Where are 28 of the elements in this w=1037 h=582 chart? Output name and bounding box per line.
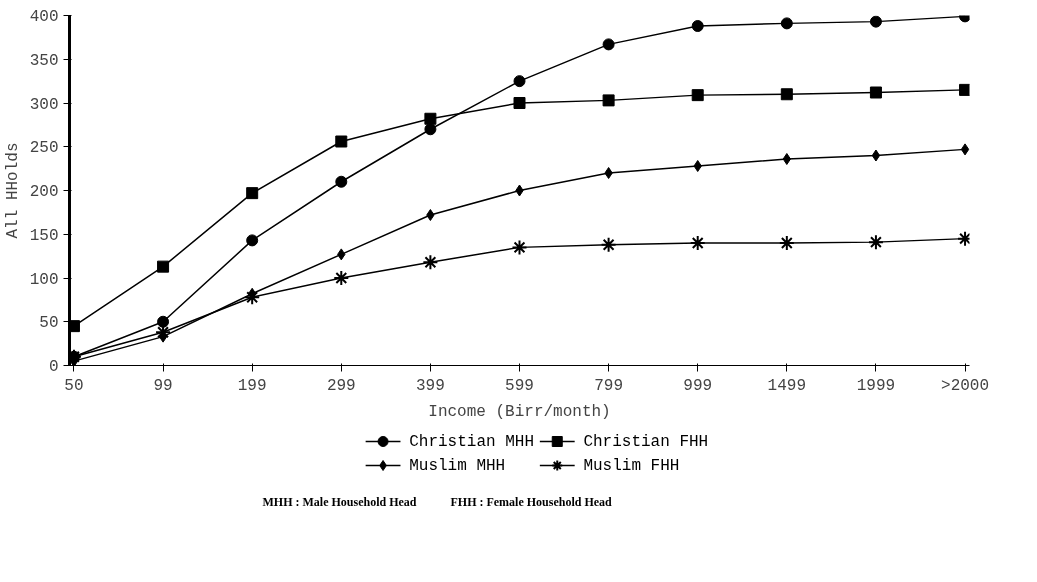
y-tick-label: 350 xyxy=(29,51,59,70)
y-tick-label: 400 xyxy=(29,8,59,26)
y-axis-title: All HHolds xyxy=(3,142,22,239)
y-tick-label: 200 xyxy=(29,183,59,201)
legend-label: Muslim MHH xyxy=(409,456,506,475)
x-tick-label: 1999 xyxy=(856,376,896,395)
x-axis-title: Income (Birr/month) xyxy=(428,402,611,421)
y-tick-label: 150 xyxy=(29,226,59,245)
text: MHH : Male Household Head xyxy=(262,494,417,509)
text: FHH : Female Household Head xyxy=(450,494,613,509)
x-tick-label: 199 xyxy=(237,376,267,395)
x-tick-label: 999 xyxy=(683,376,713,395)
y-tick-label: 250 xyxy=(29,139,59,158)
x-tick-label: 399 xyxy=(415,376,445,395)
legend-label: Muslim FHH xyxy=(583,456,680,475)
legend-label: Christian MHH xyxy=(409,432,535,451)
x-tick-label: 799 xyxy=(594,376,624,395)
y-tick-label: 100 xyxy=(29,270,59,289)
x-tick-label: 99 xyxy=(153,376,173,395)
x-tick-label: 299 xyxy=(326,376,356,395)
x-tick-label: >2000 xyxy=(941,376,990,395)
y-tick-label: 0 xyxy=(48,358,59,376)
x-tick-label: 1499 xyxy=(767,376,807,395)
y-tick-label: 300 xyxy=(29,95,59,114)
x-tick-label: 50 xyxy=(64,376,84,395)
x-tick-label: 599 xyxy=(505,376,534,395)
y-tick-label: 50 xyxy=(39,314,59,333)
legend-label: Christian FHH xyxy=(583,432,709,451)
